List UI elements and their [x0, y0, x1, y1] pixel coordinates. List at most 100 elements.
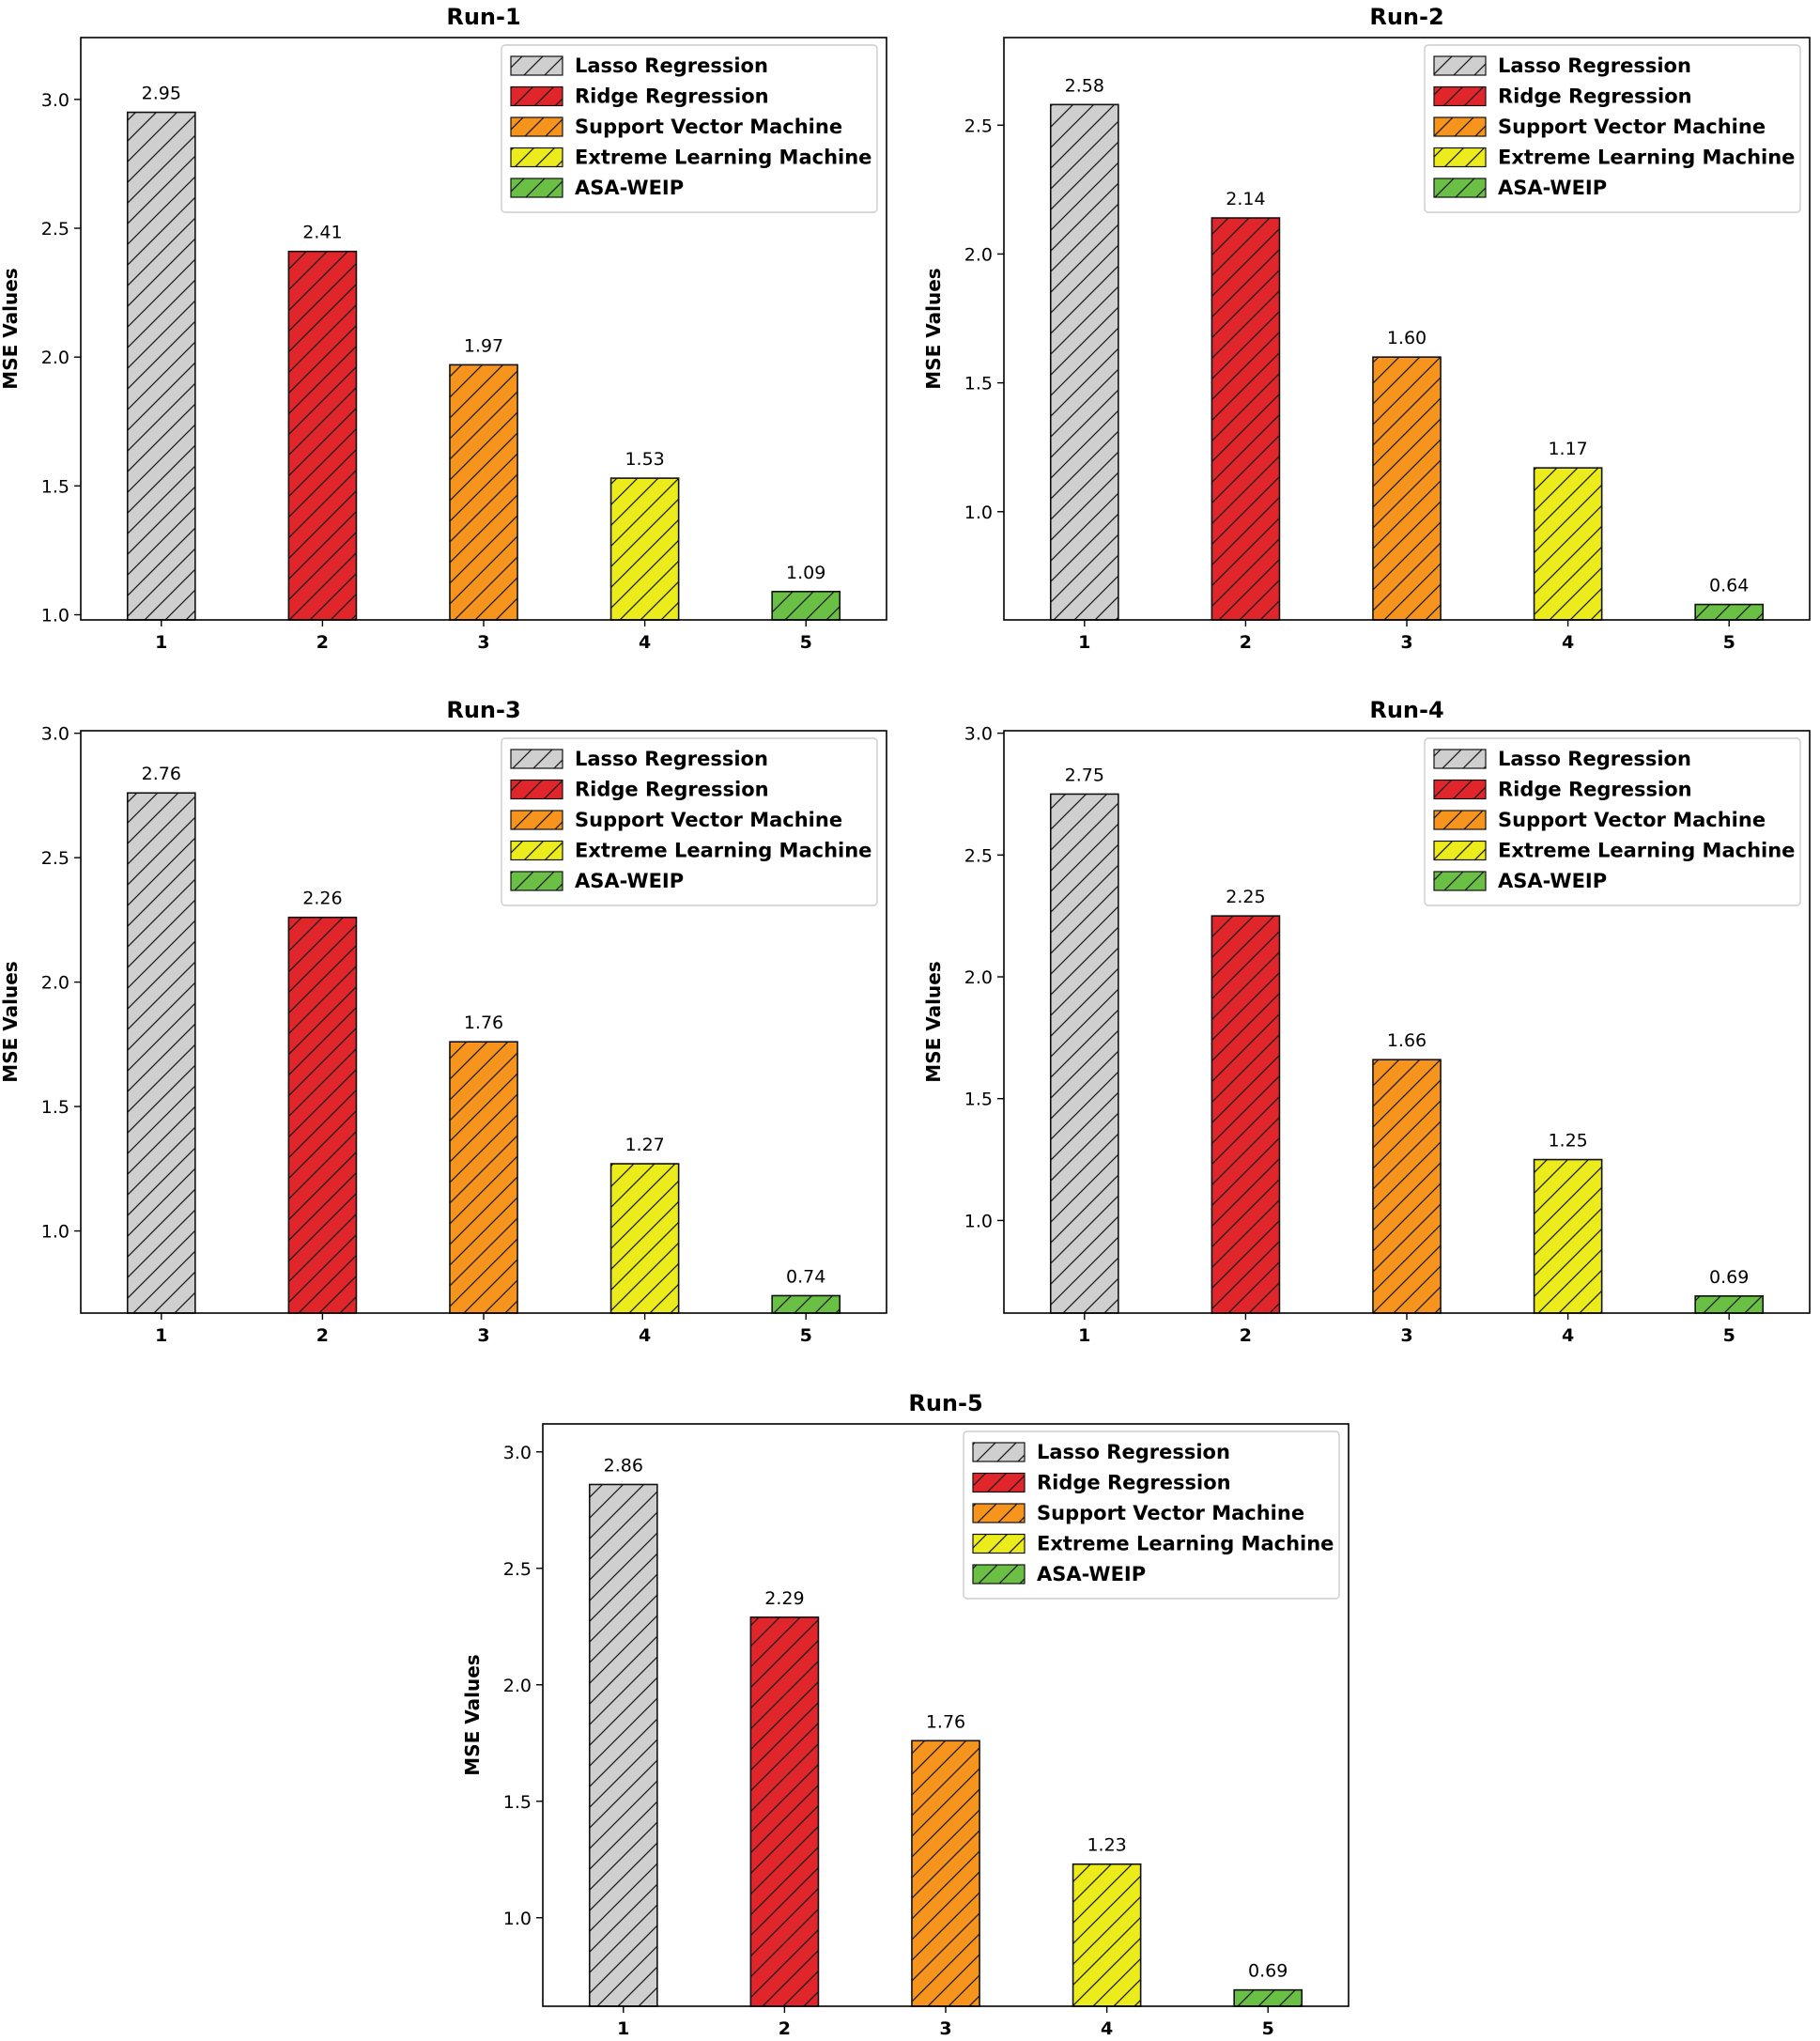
y-tick-label: 1.0 [41, 606, 69, 626]
legend-swatch [1433, 178, 1487, 198]
legend: Lasso Regression Ridge Regression Support … [1424, 44, 1801, 213]
x-tick-label: 4 [1562, 632, 1574, 653]
x-tick-label: 3 [477, 632, 489, 653]
legend-entry: Extreme Learning Machine [575, 147, 871, 169]
y-axis-label: MSE Values [0, 268, 22, 389]
plot-frame [80, 37, 887, 621]
x-tick-label: 2 [779, 2018, 791, 2039]
chart-1: Run-1 MSE Values 2.95 1 2.41 2 1.97 3 1.53 4 1.09 5… [0, 4, 887, 653]
bar-5 [771, 1294, 841, 1314]
data-label: 2.95 [142, 84, 181, 104]
x-tick-label: 4 [639, 632, 651, 653]
legend-entry: ASA-WEIP [1037, 1563, 1146, 1585]
bar-4 [1072, 1863, 1142, 2007]
y-tick-label: 3.0 [503, 1443, 532, 1463]
legend-swatch [1433, 85, 1487, 107]
legend-entry: Ridge Regression [575, 779, 769, 801]
x-tick-label: 5 [1723, 1325, 1735, 1346]
legend-box [1424, 737, 1801, 906]
legend-swatch [510, 85, 563, 107]
legend-entry: Support Vector Machine [575, 809, 842, 831]
x-tick-label: 1 [617, 2018, 629, 2039]
x-tick-label: 4 [1562, 1325, 1574, 1346]
x-tick-label: 1 [155, 632, 167, 653]
legend-entry: Lasso Regression [575, 54, 768, 77]
data-label: 0.64 [1709, 576, 1749, 596]
y-tick-label: 1.5 [964, 1090, 993, 1110]
y-tick-label: 2.5 [964, 845, 993, 866]
y-tick-label: 3.0 [41, 724, 69, 745]
legend-swatch [1433, 779, 1487, 800]
x-tick-label: 3 [477, 1325, 489, 1346]
legend-box [501, 737, 878, 906]
y-tick-label: 3.0 [964, 724, 993, 745]
data-label: 2.75 [1065, 765, 1104, 785]
bar-2 [287, 916, 358, 1314]
y-tick-label: 1.5 [41, 476, 69, 497]
legend-swatch [972, 1472, 1026, 1493]
data-label: 1.53 [625, 449, 664, 470]
legend-box [501, 44, 878, 213]
bar-4 [609, 477, 680, 621]
legend-entry: Support Vector Machine [575, 116, 842, 138]
legend-swatch [510, 840, 563, 861]
chart-4: Run-4 MSE Values 2.75 1 2.25 2 1.66 3 1.25 4 0.69 5… [922, 697, 1811, 1346]
x-tick-label: 4 [639, 1325, 651, 1346]
chart-title: Run-2 [1369, 4, 1443, 30]
bar-2 [1211, 217, 1281, 621]
y-axis-label: MSE Values [0, 961, 22, 1082]
legend-entry: Extreme Learning Machine [575, 840, 871, 862]
y-tick-label: 2.0 [41, 973, 69, 994]
legend: Lasso Regression Ridge Regression Support … [963, 1430, 1340, 1600]
legend-entry: Extreme Learning Machine [1498, 840, 1795, 862]
bar-3 [449, 1041, 518, 1314]
y-tick-label: 1.5 [41, 1097, 69, 1118]
x-tick-label: 5 [1262, 2018, 1274, 2039]
plot-frame [1003, 730, 1811, 1314]
legend-entry: ASA-WEIP [1498, 177, 1607, 199]
data-label: 2.76 [142, 764, 181, 784]
legend-swatch [1433, 116, 1487, 137]
chart-2: Run-2 MSE Values 2.58 1 2.14 2 1.60 3 1.17 4 0.64 5… [922, 4, 1811, 653]
legend: Lasso Regression Ridge Regression Support … [1424, 737, 1801, 906]
bar-2 [749, 1616, 820, 2007]
y-axis-label: MSE Values [922, 268, 945, 389]
legend-entry: Support Vector Machine [1037, 1502, 1304, 1524]
legend-box [1424, 44, 1801, 213]
data-label: 1.97 [464, 335, 503, 356]
plot-frame [80, 730, 887, 1314]
legend-entry: Extreme Learning Machine [1498, 147, 1795, 169]
legend-swatch [1433, 749, 1487, 769]
y-tick-label: 1.0 [964, 503, 993, 523]
data-label: 1.09 [786, 563, 825, 583]
legend-entry: ASA-WEIP [1498, 870, 1607, 892]
chart-title: Run-1 [446, 4, 520, 30]
legend-swatch [1433, 871, 1487, 891]
bar-5 [1233, 1988, 1303, 2007]
bar-2 [1211, 915, 1281, 1314]
y-axis-label: MSE Values [922, 961, 945, 1082]
data-label: 2.14 [1226, 189, 1265, 209]
legend-entry: Lasso Regression [1498, 54, 1691, 77]
legend-entry: Support Vector Machine [1498, 809, 1766, 831]
y-tick-label: 3.0 [41, 90, 69, 111]
x-tick-label: 1 [155, 1325, 167, 1346]
bar-1 [126, 792, 196, 1314]
bar-5 [1694, 1295, 1765, 1314]
legend-swatch [510, 749, 563, 769]
x-tick-label: 3 [1400, 632, 1412, 653]
legend-entry: Ridge Regression [1498, 85, 1692, 108]
legend-box [963, 1430, 1340, 1600]
bar-4 [1533, 467, 1603, 621]
legend-entry: Lasso Regression [1498, 748, 1691, 770]
legend-entry: Lasso Regression [575, 748, 768, 770]
legend-entry: Support Vector Machine [1498, 116, 1766, 138]
plot-frame [542, 1423, 1350, 2007]
bar-1 [588, 1483, 658, 2007]
legend-swatch [510, 55, 563, 76]
data-label: 1.17 [1548, 439, 1587, 459]
plot-frame [1003, 37, 1811, 621]
legend-swatch [972, 1564, 1026, 1585]
